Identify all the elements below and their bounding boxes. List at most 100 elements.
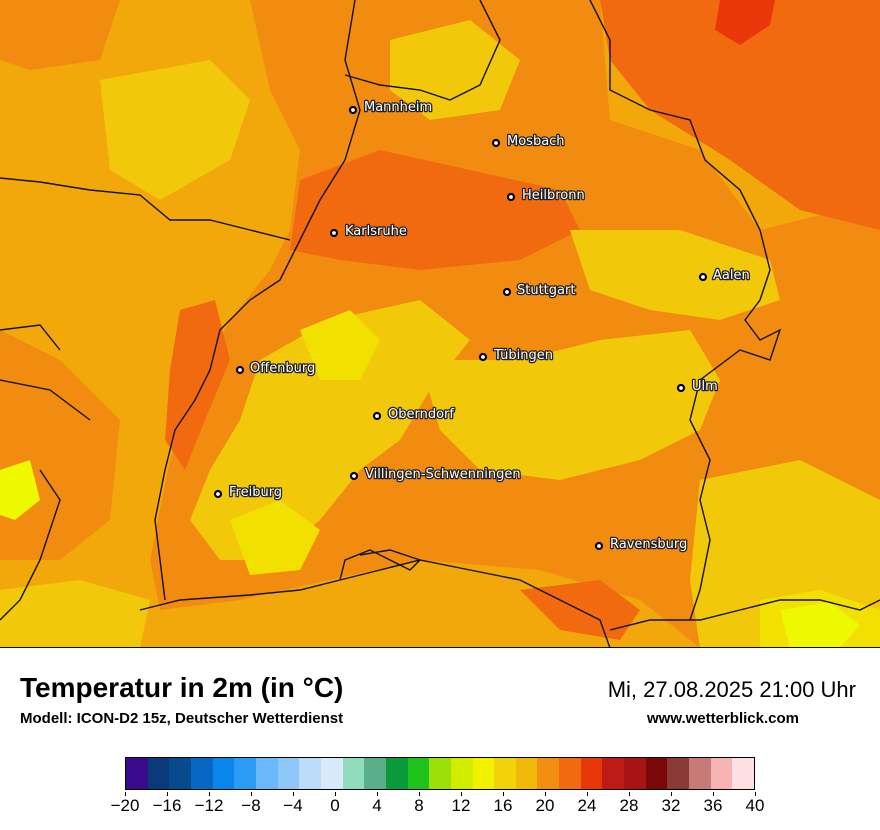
- legend-swatch: [147, 758, 170, 789]
- city-label: Ulm: [692, 379, 718, 394]
- city-oberndorf: Oberndorf: [372, 406, 456, 423]
- city-dot: [676, 383, 686, 393]
- border-east: [589, 0, 782, 621]
- city-label: Ravensburg: [610, 537, 687, 552]
- legend-tick-label: −8: [241, 796, 261, 815]
- legend-tick-mark: [377, 792, 378, 796]
- map-title: Temperatur in 2m (in °C): [20, 672, 344, 703]
- legend-tick-label: 4: [372, 796, 382, 815]
- legend-tick-label: 8: [414, 796, 424, 815]
- city-label: Oberndorf: [388, 407, 454, 422]
- city-dot: [502, 287, 512, 297]
- border-austria: [609, 599, 880, 631]
- cool-zone-southwest: [0, 580, 150, 648]
- coolest-zone-west: [0, 460, 40, 520]
- legend-swatch: [515, 758, 538, 789]
- border-france-north: [0, 177, 291, 241]
- hot-zone-northeast: [600, 0, 880, 230]
- state-borders: [0, 0, 880, 648]
- website-link[interactable]: www.wetterblick.com: [647, 710, 799, 727]
- city-dot: [698, 272, 708, 282]
- legend-tick-mark: [335, 792, 336, 796]
- forecast-datetime: Mi, 27.08.2025 21:00 Uhr: [607, 677, 856, 702]
- legend-swatch: [126, 758, 148, 789]
- border-rhine: [154, 0, 361, 601]
- legend-tick-mark: [713, 792, 714, 796]
- legend-swatch: [320, 758, 343, 789]
- legend-tick-label: −4: [283, 796, 303, 815]
- legend-tick-label: 32: [661, 796, 681, 815]
- legend-swatch: [710, 758, 733, 789]
- legend-swatch: [277, 758, 300, 789]
- legend-tick-label: 40: [745, 796, 765, 815]
- city-tuebingen: Tübingen: [478, 347, 554, 364]
- border-north: [344, 0, 501, 101]
- legend-tick-mark: [125, 792, 126, 796]
- legend-tick-mark: [293, 792, 294, 796]
- city-label: Mannheim: [364, 100, 432, 115]
- city-label: Freiburg: [229, 485, 282, 500]
- legend-swatch: [450, 758, 473, 789]
- legend-tick-label: −20: [110, 796, 140, 815]
- border-west-3: [0, 469, 61, 621]
- legend-swatch: [602, 758, 625, 789]
- legend-tick-mark: [545, 792, 546, 796]
- legend-tick-label: −16: [152, 796, 182, 815]
- city-layer: Mannheim Mosbach Heilbronn Karlsruhe Aal…: [213, 99, 751, 553]
- cool-zone-swabian-alb: [420, 330, 720, 480]
- city-ravensburg: Ravensburg: [594, 536, 689, 553]
- legend-swatch: [429, 758, 451, 789]
- cooler-zone-2: [230, 500, 320, 575]
- city-label: Aalen: [713, 268, 750, 283]
- city-mosbach: Mosbach: [491, 133, 566, 150]
- legend-tick-mark: [167, 792, 168, 796]
- legend-swatch: [234, 758, 256, 789]
- city-label: Tübingen: [493, 348, 553, 363]
- city-label: Villingen-Schwenningen: [365, 467, 521, 482]
- legend-tick-mark: [209, 792, 210, 796]
- legend-tick-mark: [671, 792, 672, 796]
- legend-swatch: [494, 758, 516, 789]
- legend-swatch: [732, 758, 755, 789]
- legend-swatch: [364, 758, 386, 789]
- legend-swatch: [689, 758, 711, 789]
- city-label: Mosbach: [507, 134, 565, 149]
- legend-swatch: [624, 758, 646, 789]
- temperature-map: Mannheim Mosbach Heilbronn Karlsruhe Aal…: [0, 0, 880, 648]
- legend-tick-mark: [755, 792, 756, 796]
- city-label: Stuttgart: [517, 283, 575, 298]
- legend-swatch: [299, 758, 321, 789]
- cool-zone-north: [100, 60, 250, 200]
- color-scale-legend: [125, 757, 755, 790]
- city-heilbronn: Heilbronn: [506, 187, 586, 204]
- city-karlsruhe: Karlsruhe: [329, 223, 408, 240]
- legend-tick-label: −12: [194, 796, 224, 815]
- city-dot: [235, 365, 245, 375]
- city-stuttgart: Stuttgart: [502, 282, 577, 299]
- legend-swatch: [559, 758, 581, 789]
- city-dot: [213, 489, 223, 499]
- hot-zone-upper-rhine: [165, 300, 230, 470]
- legend-tick-label: 28: [619, 796, 639, 815]
- cool-zone-odenwald: [390, 20, 520, 120]
- legend-swatch: [169, 758, 191, 789]
- legend-swatch: [212, 758, 235, 789]
- legend-swatch: [645, 758, 668, 789]
- legend-tick-label: 12: [451, 796, 471, 815]
- city-offenburg: Offenburg: [235, 360, 317, 377]
- legend-tick-label: 16: [493, 796, 513, 815]
- legend-tick-label: 0: [330, 796, 340, 815]
- legend-swatch: [580, 758, 603, 789]
- city-mannheim: Mannheim: [348, 99, 433, 116]
- city-dot: [506, 192, 516, 202]
- legend-swatch: [190, 758, 213, 789]
- legend-swatch: [342, 758, 365, 789]
- color-scale-ticks: −20 −16 −12 −8 −4 0 4 8 12 16 20 24 28 32 36 40: [0, 792, 880, 822]
- legend-tick-mark: [629, 792, 630, 796]
- city-ulm: Ulm: [676, 378, 719, 395]
- city-label: Offenburg: [250, 361, 315, 376]
- legend-tick-label: 36: [703, 796, 723, 815]
- cooler-zone-1: [300, 310, 380, 380]
- hot-zone-rhine: [290, 150, 580, 270]
- city-dot: [329, 228, 339, 238]
